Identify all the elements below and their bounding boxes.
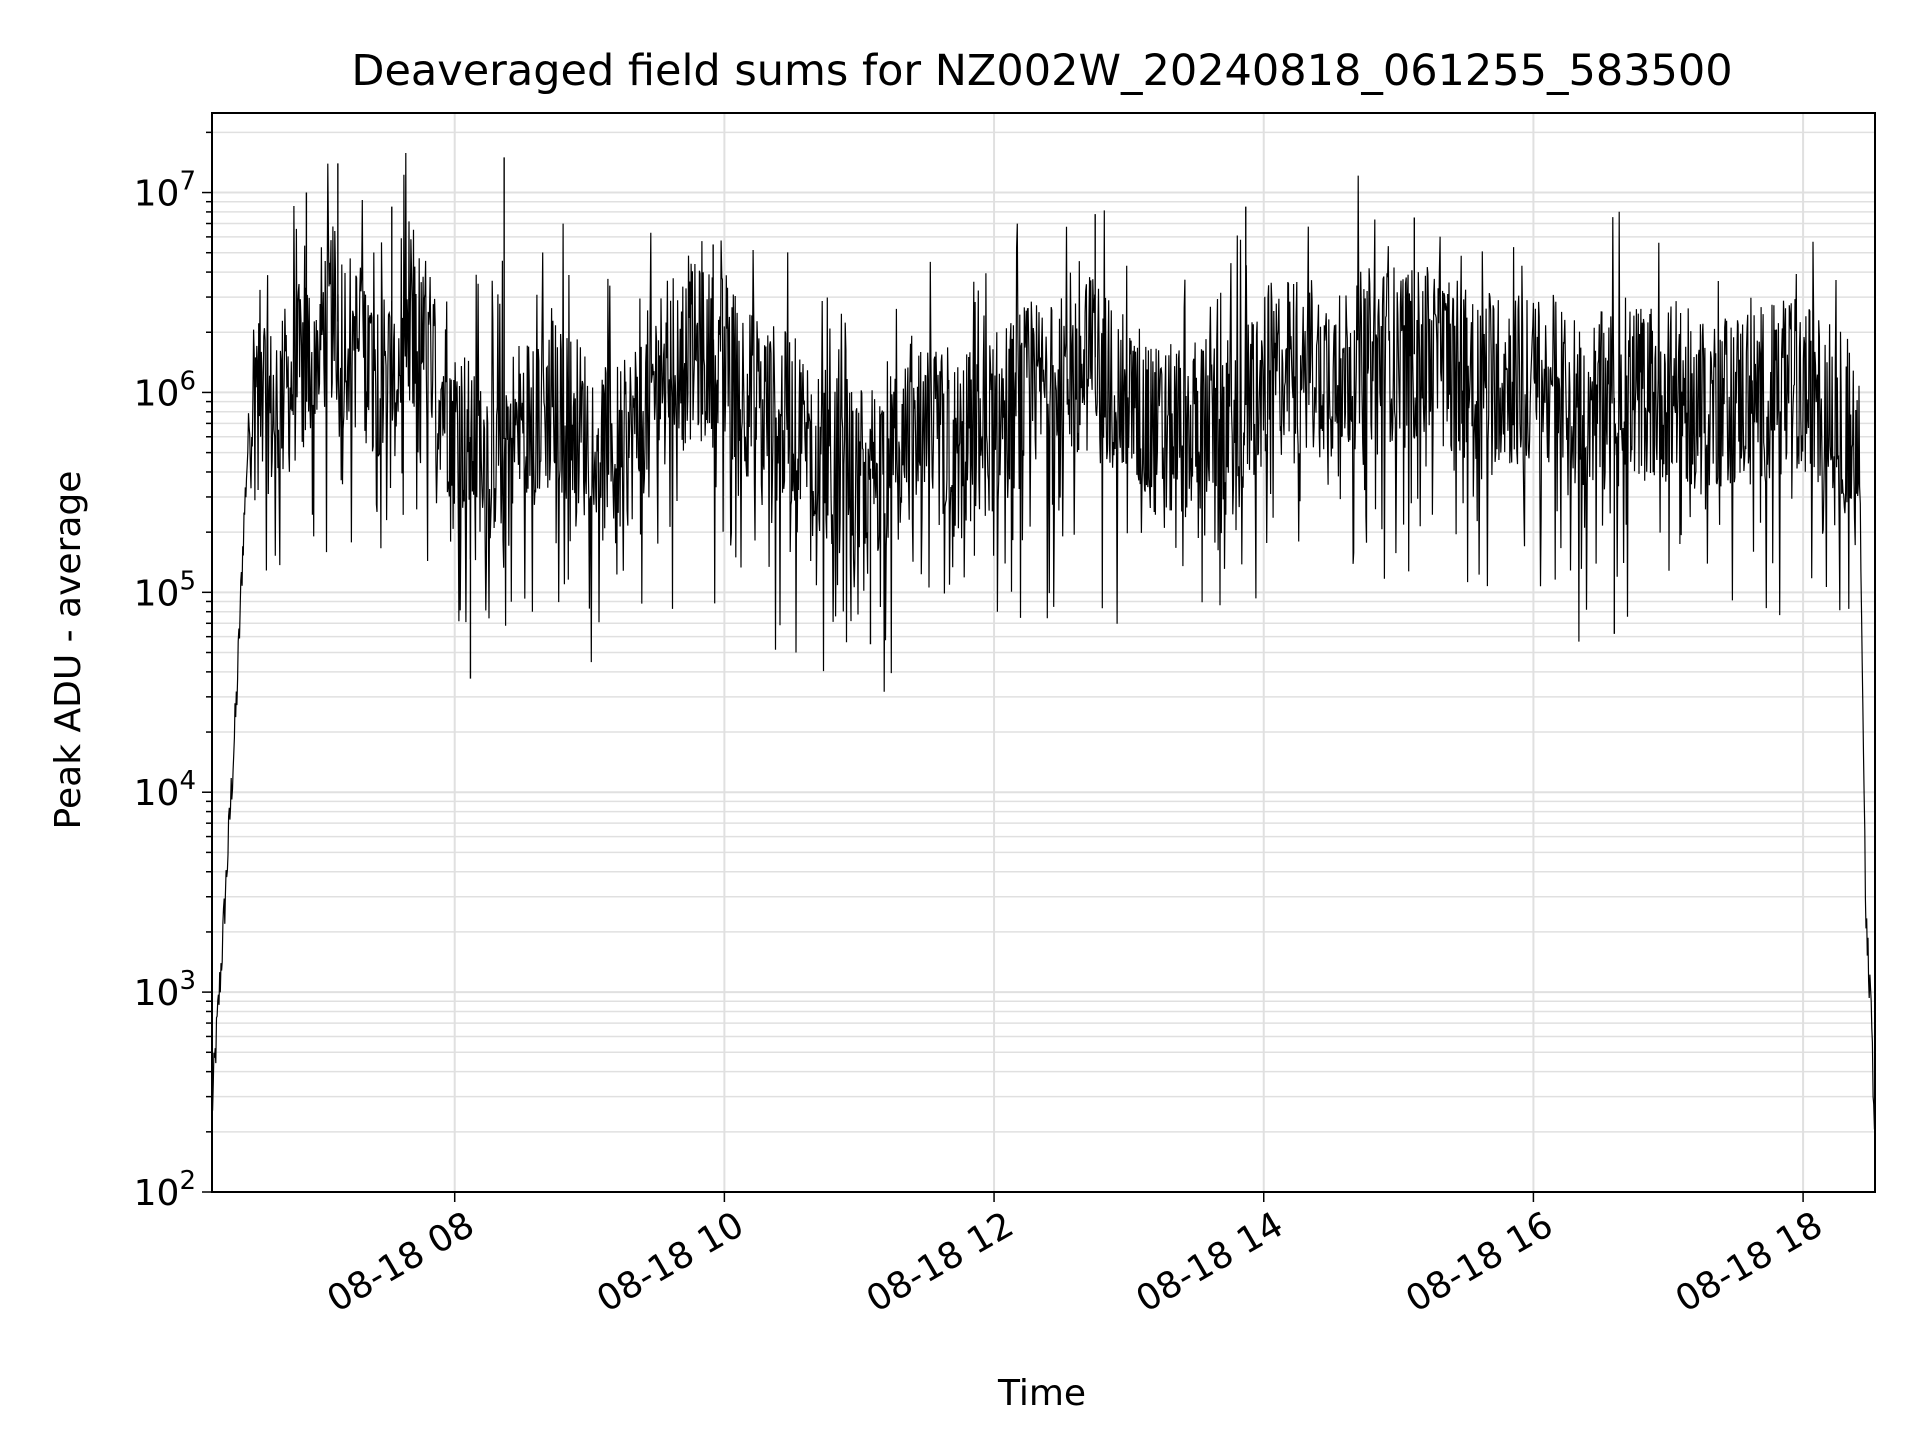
y-tick-exponent: 2: [179, 1166, 196, 1196]
y-tick-exponent: 6: [179, 366, 196, 396]
y-tick-base: 10: [134, 373, 180, 414]
chart-title: Deaveraged field sums for NZ002W_2024081…: [351, 46, 1732, 96]
y-tick-label: 102: [134, 1166, 196, 1214]
grid: [212, 113, 1875, 1193]
series-line: [211, 152, 1876, 1130]
y-tick-exponent: 4: [179, 766, 196, 796]
y-tick-label: 106: [134, 366, 196, 414]
y-tick-exponent: 7: [179, 167, 196, 197]
y-tick-base: 10: [134, 1173, 180, 1214]
y-tick-base: 10: [134, 174, 180, 215]
y-tick-label: 107: [134, 167, 196, 215]
y-tick-exponent: 5: [179, 566, 196, 596]
y-tick-label: 105: [134, 566, 196, 614]
y-tick-label: 104: [134, 766, 196, 814]
y-tick-base: 10: [134, 773, 180, 814]
y-axis-label: Peak ADU - average: [48, 471, 89, 830]
y-tick-base: 10: [134, 973, 180, 1014]
y-tick-base: 10: [134, 573, 180, 614]
x-axis-label: Time: [997, 1373, 1086, 1414]
y-tick-exponent: 3: [179, 966, 196, 996]
y-tick-label: 103: [134, 966, 196, 1014]
series-layer: [211, 152, 1876, 1130]
